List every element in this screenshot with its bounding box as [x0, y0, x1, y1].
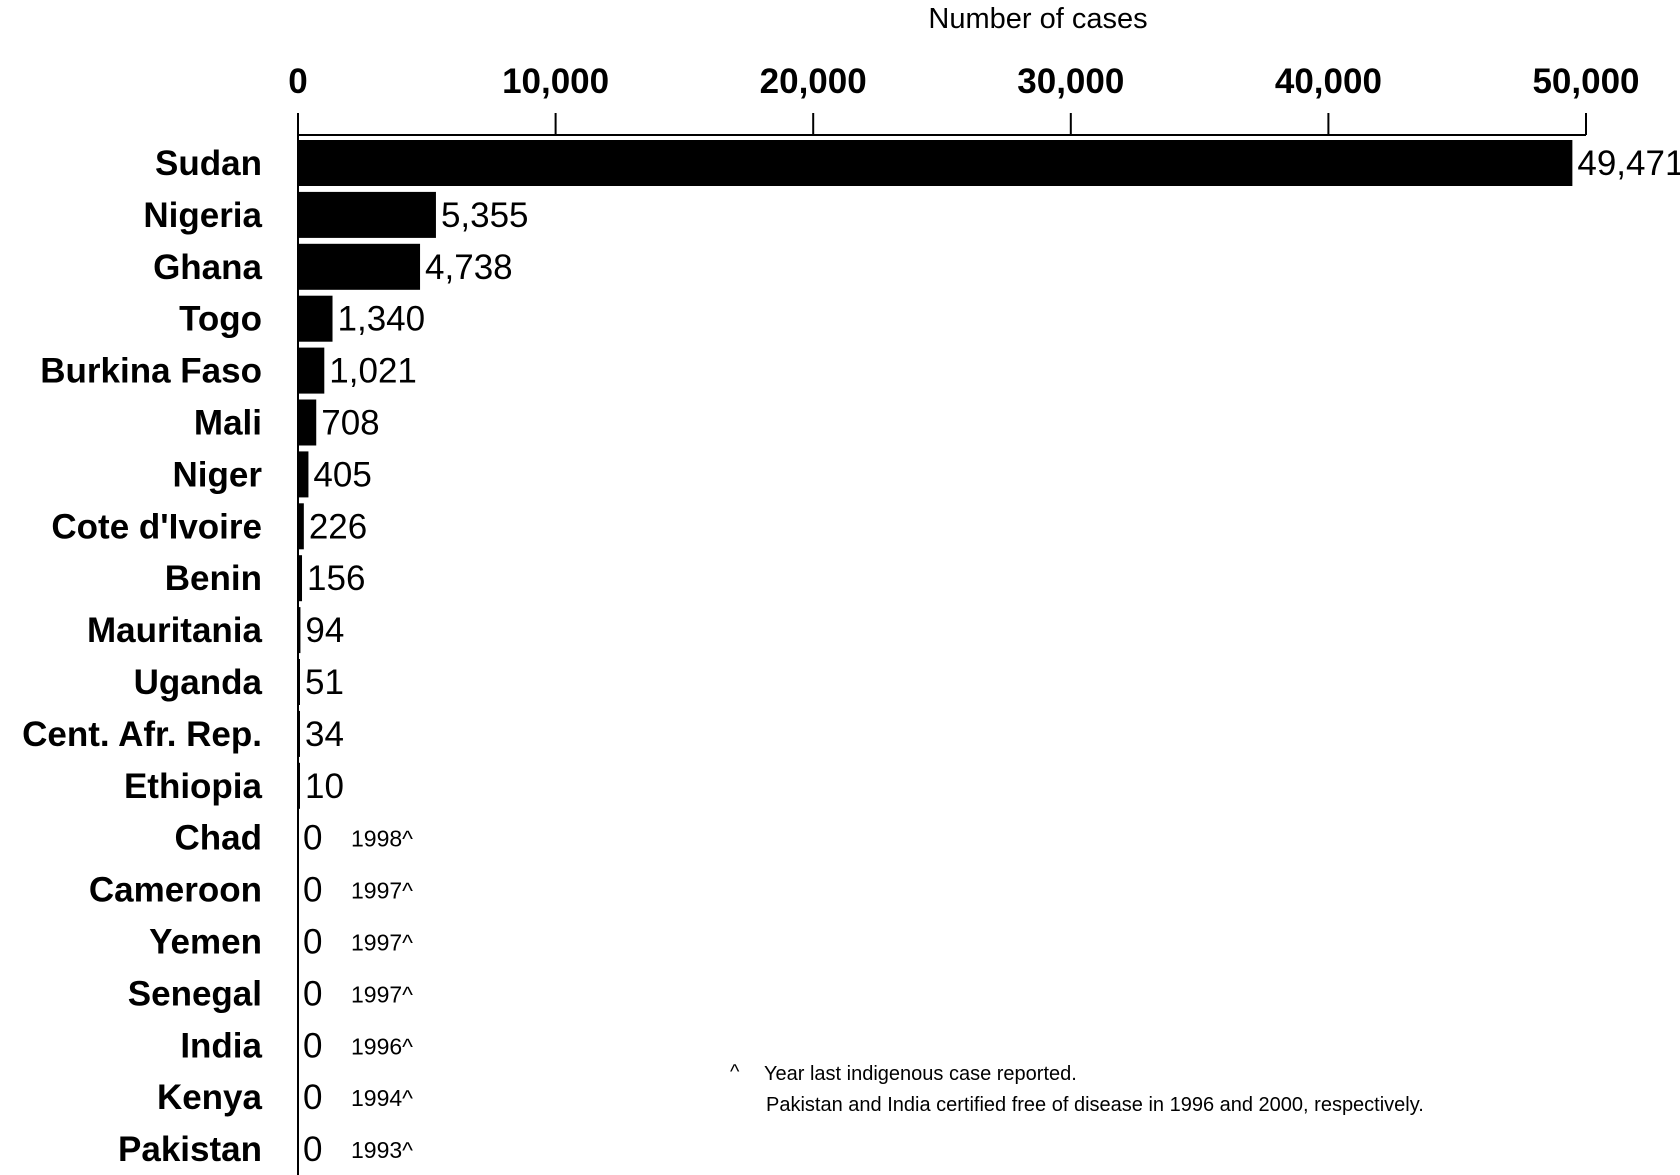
- bar-row: Cameroon 0 1997^: [89, 871, 413, 910]
- category-label: India: [180, 1026, 262, 1065]
- bar-row: Pakistan 0 1993^: [118, 1130, 413, 1169]
- data-label: 34: [305, 715, 344, 754]
- bar-row: Cote d'Ivoire 226: [51, 503, 367, 550]
- bar: [298, 295, 333, 342]
- data-label: 156: [307, 559, 365, 598]
- footnote-marker: ^: [730, 1061, 740, 1083]
- x-tick-label: 0: [288, 62, 307, 101]
- category-label: Sudan: [155, 144, 262, 183]
- category-label: Ethiopia: [124, 767, 263, 806]
- bar: [298, 659, 300, 705]
- x-axis-ticks: 0 10,000 20,000 30,000 40,000 50,000: [288, 62, 1640, 135]
- x-tick-label: 20,000: [760, 62, 867, 101]
- footnote-line-1: Year last indigenous case reported.: [764, 1063, 1077, 1085]
- year-note: 1996^: [351, 1033, 413, 1059]
- year-note: 1997^: [351, 981, 413, 1007]
- data-label: 49,471: [1577, 144, 1680, 183]
- bar: [298, 607, 301, 654]
- bar-row: Kenya 0 1994^: [157, 1078, 413, 1117]
- data-label: 51: [305, 663, 344, 702]
- bar-row: Mali 708: [194, 399, 380, 446]
- data-label: 4,738: [425, 248, 513, 287]
- bar-row: Yemen 0 1997^: [149, 923, 413, 962]
- data-label: 0: [303, 819, 322, 858]
- category-label: Cent. Afr. Rep.: [22, 715, 262, 754]
- data-label: 94: [305, 611, 344, 650]
- x-tick-label: 30,000: [1017, 62, 1124, 101]
- data-label: 1,021: [329, 352, 417, 391]
- bar: [298, 555, 303, 602]
- category-label: Burkina Faso: [40, 352, 262, 391]
- footnote: ^ Year last indigenous case reported. Pa…: [730, 1061, 1424, 1116]
- year-note: 1997^: [351, 878, 413, 904]
- category-label: Kenya: [157, 1078, 263, 1117]
- footnote-line-2: Pakistan and India certified free of dis…: [766, 1094, 1424, 1116]
- data-label: 0: [303, 1026, 322, 1065]
- data-label: 226: [309, 507, 367, 546]
- category-label: Yemen: [149, 923, 262, 962]
- data-label: 10: [305, 767, 344, 806]
- data-label: 0: [303, 974, 322, 1013]
- bar-rows: Sudan 49,471 Nigeria 5,355 Ghana 4,738 Togo 1,3…: [22, 140, 1680, 1169]
- bar-row: Sudan 49,471: [155, 140, 1680, 186]
- bar: [298, 243, 421, 290]
- category-label: Niger: [173, 455, 263, 494]
- bar-row: Chad 0 1998^: [175, 819, 414, 858]
- bar-row: Senegal 0 1997^: [128, 974, 413, 1013]
- bar-row: Mauritania 94: [87, 607, 344, 654]
- bar-row: Niger 405: [173, 451, 372, 498]
- x-tick-label: 50,000: [1532, 62, 1639, 101]
- data-label: 405: [313, 455, 371, 494]
- bar: [298, 399, 317, 446]
- year-note: 1993^: [351, 1137, 413, 1163]
- bar-row: Benin 156: [165, 555, 365, 602]
- category-label: Cameroon: [89, 871, 262, 910]
- year-note: 1998^: [351, 826, 413, 852]
- x-tick-label: 40,000: [1275, 62, 1382, 101]
- data-label: 5,355: [441, 196, 529, 235]
- data-label: 0: [303, 923, 322, 962]
- bar: [298, 710, 300, 757]
- data-label: 0: [303, 871, 322, 910]
- bar-row: Nigeria 5,355: [143, 191, 529, 238]
- x-axis-title: Number of cases: [928, 3, 1147, 35]
- year-note: 1994^: [351, 1085, 413, 1111]
- category-label: Cote d'Ivoire: [51, 507, 262, 546]
- category-label: Benin: [165, 559, 262, 598]
- category-label: Nigeria: [143, 196, 262, 235]
- bar-row: India 0 1996^: [180, 1026, 413, 1065]
- year-note: 1997^: [351, 930, 413, 956]
- data-label: 0: [303, 1130, 322, 1169]
- data-label: 1,340: [338, 300, 426, 339]
- bar: [298, 503, 304, 550]
- bar: [298, 191, 436, 238]
- bar: [298, 451, 309, 498]
- bar-row: Togo 1,340: [179, 295, 426, 342]
- bar-row: Burkina Faso 1,021: [40, 347, 417, 394]
- category-label: Uganda: [134, 663, 263, 702]
- category-label: Chad: [175, 819, 263, 858]
- category-label: Mauritania: [87, 611, 263, 650]
- bar-row: Ethiopia 10: [124, 762, 344, 809]
- bar: [298, 140, 1573, 186]
- category-label: Senegal: [128, 974, 262, 1013]
- bar-row: Cent. Afr. Rep. 34: [22, 710, 344, 757]
- category-label: Ghana: [153, 248, 262, 287]
- bar-row: Ghana 4,738: [153, 243, 513, 290]
- data-label: 708: [321, 404, 379, 443]
- category-label: Pakistan: [118, 1130, 262, 1169]
- category-label: Mali: [194, 404, 262, 443]
- bar: [298, 347, 325, 394]
- x-tick-label: 10,000: [502, 62, 609, 101]
- bar-row: Uganda 51: [134, 659, 344, 705]
- data-label: 0: [303, 1078, 322, 1117]
- category-label: Togo: [179, 300, 262, 339]
- bar: [298, 762, 300, 809]
